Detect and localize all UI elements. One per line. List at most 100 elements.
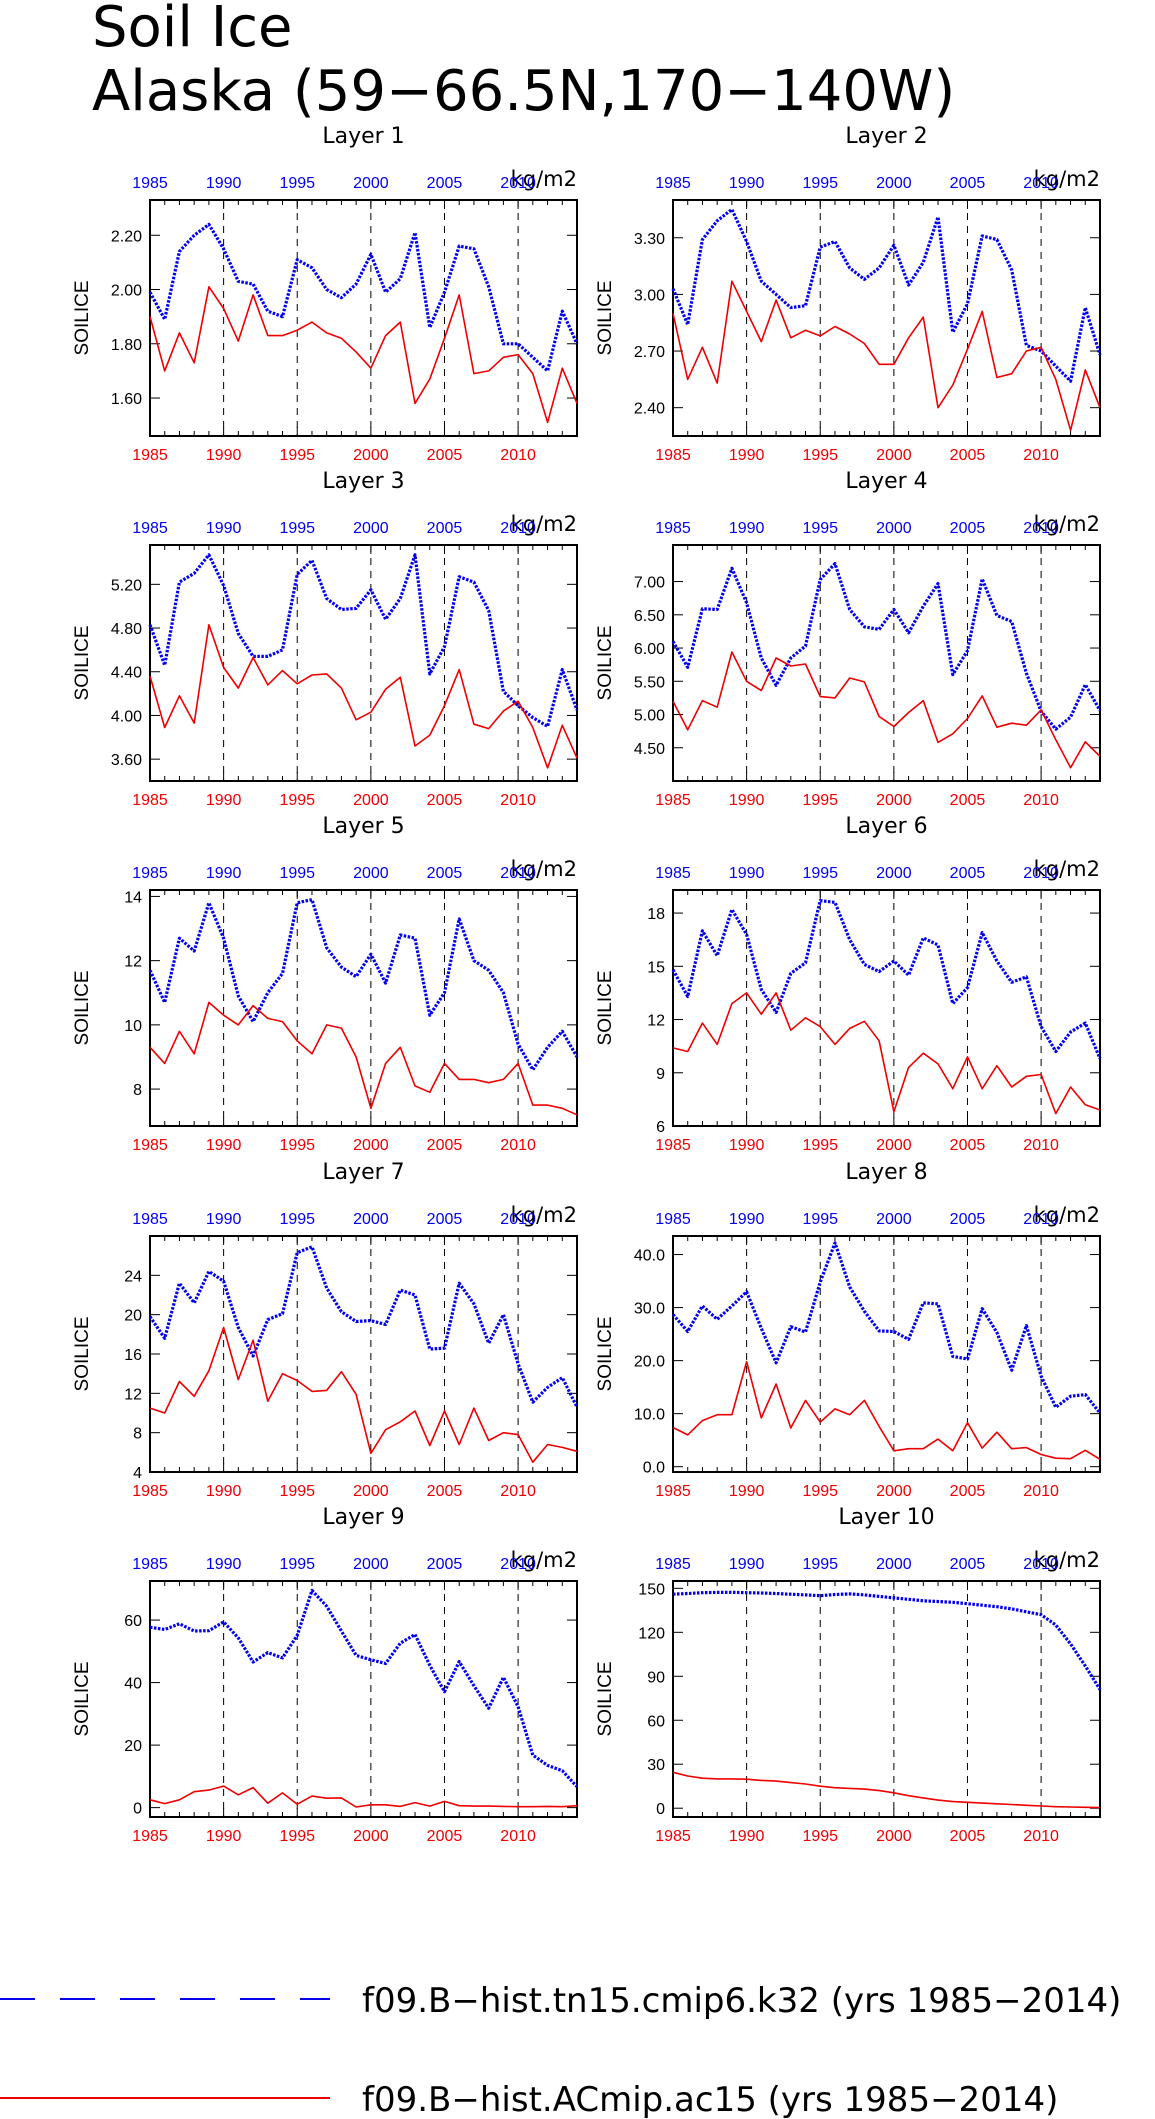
series-line-red	[149, 1001, 578, 1116]
panel-title: Layer 8	[845, 1160, 927, 1185]
xtick-label-bottom-1995: 1995	[802, 1828, 838, 1845]
xtick-label-bottom-1990: 1990	[729, 1137, 765, 1154]
ytick-label: 4.00	[111, 708, 142, 725]
xtick-label-bottom-1995: 1995	[279, 792, 315, 809]
xtick-label-bottom-2000: 2000	[353, 1828, 389, 1845]
legend-label-blue: f09.B−hist.tn15.cmip6.k32 (yrs 1985−2014…	[362, 1981, 1121, 2021]
xtick-label-bottom-2005: 2005	[427, 447, 463, 464]
panel-title: Layer 2	[845, 124, 927, 149]
ytick-label: 40.0	[634, 1248, 665, 1265]
panel-layer-9: Layer 9 kg/m2 1985 1985 1990 1990 1995 1995 2000…	[72, 1505, 579, 1845]
xtick-label-bottom-2005: 2005	[950, 1137, 986, 1154]
panel-layer-5: Layer 5 kg/m2 1985 1985 1990 1990 1995 1995 2000…	[72, 814, 579, 1154]
xtick-label-top-2005: 2005	[427, 1556, 463, 1573]
xtick-label-bottom-1985: 1985	[655, 792, 691, 809]
ytick-label: 18	[647, 906, 665, 923]
xtick-label-top-1990: 1990	[729, 1211, 765, 1228]
xtick-label-top-1985: 1985	[655, 520, 691, 537]
ytick-label: 6	[656, 1119, 665, 1136]
xtick-label-top-1985: 1985	[132, 175, 168, 192]
series-line-red	[672, 280, 1101, 432]
xtick-label-bottom-2010: 2010	[1023, 792, 1059, 809]
series-line-red	[672, 992, 1101, 1115]
plot-frame	[149, 1580, 578, 1818]
panel-title: Layer 9	[322, 1505, 404, 1530]
ytick-label: 120	[638, 1625, 665, 1642]
panel-layer-8: Layer 8 kg/m2 1985 1985 1990 1990 1995 1995 2000…	[595, 1160, 1102, 1500]
xtick-label-top-1985: 1985	[132, 1556, 168, 1573]
xtick-label-bottom-1985: 1985	[132, 447, 168, 464]
y-axis-label: SOILICE	[72, 626, 93, 701]
ytick-label: 15	[647, 959, 665, 976]
xtick-label-bottom-2000: 2000	[353, 792, 389, 809]
plot-frame	[672, 889, 1101, 1127]
plot-frame	[149, 544, 578, 782]
plot-frame	[149, 889, 578, 1127]
plot-frame	[672, 1235, 1101, 1473]
xtick-label-top-1995: 1995	[279, 520, 315, 537]
panel-title: Layer 4	[845, 469, 927, 494]
legend-label-red: f09.B−hist.ACmip.ac15 (yrs 1985−2014)	[362, 2080, 1058, 2119]
xtick-label-bottom-2005: 2005	[427, 1137, 463, 1154]
xtick-label-top-1995: 1995	[802, 865, 838, 882]
ytick-label: 6.00	[634, 641, 665, 658]
ytick-label: 12	[647, 1013, 665, 1030]
ytick-label: 10.0	[634, 1407, 665, 1424]
ytick-label: 3.30	[634, 231, 665, 248]
xtick-label-bottom-2010: 2010	[500, 447, 536, 464]
xtick-label-bottom-2005: 2005	[427, 1828, 463, 1845]
series-line-red	[672, 1360, 1101, 1460]
units-label: kg/m2	[1034, 857, 1100, 881]
xtick-label-top-2010: 2010	[500, 520, 536, 537]
xtick-label-top-1990: 1990	[729, 520, 765, 537]
xtick-label-bottom-1985: 1985	[132, 1828, 168, 1845]
ytick-label: 1.80	[111, 337, 142, 354]
xtick-label-top-1990: 1990	[729, 175, 765, 192]
xtick-label-bottom-1995: 1995	[279, 1828, 315, 1845]
panel-layer-2: Layer 2 kg/m2 1985 1985 1990 1990 1995 1995 2000…	[595, 124, 1102, 464]
xtick-label-bottom-1985: 1985	[655, 1483, 691, 1500]
ytick-label: 30	[647, 1757, 665, 1774]
series-line-red	[149, 1326, 578, 1463]
xtick-label-top-2005: 2005	[427, 520, 463, 537]
panel-layer-6: Layer 6 kg/m2 1985 1985 1990 1990 1995 1995 2000…	[595, 814, 1102, 1154]
ytick-label: 12	[124, 1386, 142, 1403]
xtick-label-bottom-1995: 1995	[279, 1483, 315, 1500]
xtick-label-bottom-1995: 1995	[802, 1137, 838, 1154]
panel-layer-1: Layer 1 kg/m2 1985 1985 1990 1990 1995 1995 2000…	[72, 124, 579, 464]
units-label: kg/m2	[511, 512, 577, 536]
ytick-label: 0.0	[643, 1460, 665, 1477]
ytick-label: 90	[647, 1669, 665, 1686]
xtick-label-bottom-1990: 1990	[206, 1137, 242, 1154]
ytick-label: 20.0	[634, 1354, 665, 1371]
xtick-label-bottom-1995: 1995	[279, 1137, 315, 1154]
xtick-label-top-2010: 2010	[500, 175, 536, 192]
ytick-label: 8	[133, 1082, 142, 1099]
xtick-label-bottom-1990: 1990	[206, 1828, 242, 1845]
ytick-label: 4	[133, 1465, 142, 1482]
xtick-label-bottom-1995: 1995	[279, 447, 315, 464]
series-line-red	[149, 1785, 578, 1808]
xtick-label-top-1990: 1990	[206, 520, 242, 537]
ytick-label: 1.60	[111, 391, 142, 408]
ytick-label: 6.50	[634, 608, 665, 625]
xtick-label-bottom-1985: 1985	[132, 792, 168, 809]
units-label: kg/m2	[511, 857, 577, 881]
series-line-blue	[671, 207, 1102, 383]
xtick-label-top-2000: 2000	[876, 865, 912, 882]
series-line-blue	[148, 897, 579, 1072]
panel-layer-3: Layer 3 kg/m2 1985 1985 1990 1990 1995 1995 2000…	[72, 469, 579, 809]
ytick-label: 12	[124, 954, 142, 971]
xtick-label-bottom-1990: 1990	[729, 792, 765, 809]
ytick-label: 7.00	[634, 575, 665, 592]
ytick-label: 3.60	[111, 752, 142, 769]
xtick-label-bottom-2000: 2000	[353, 1483, 389, 1500]
xtick-label-top-2010: 2010	[1023, 1556, 1059, 1573]
xtick-label-top-2005: 2005	[427, 1211, 463, 1228]
ytick-label: 4.40	[111, 665, 142, 682]
series-line-blue	[149, 1588, 579, 1788]
xtick-label-top-2000: 2000	[876, 175, 912, 192]
series-line-red	[672, 651, 1101, 769]
ytick-label: 14	[124, 889, 142, 906]
series-line-blue	[148, 222, 579, 373]
